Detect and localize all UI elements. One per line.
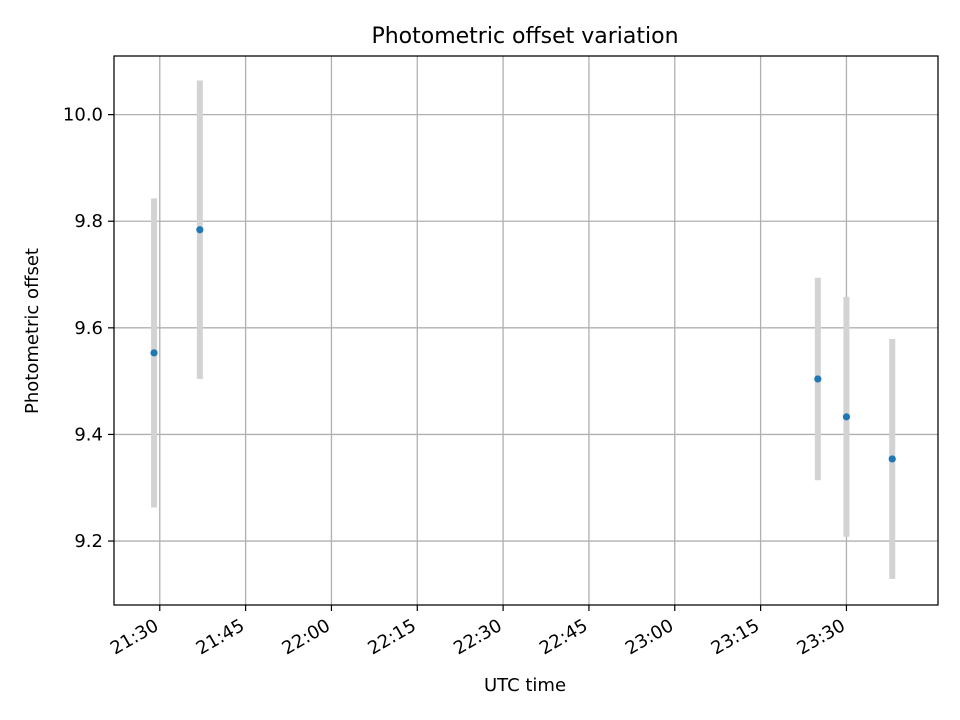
data-points [150,226,896,463]
y-tick-label: 9.6 [74,318,103,339]
y-tick-label: 9.2 [74,531,103,552]
data-point [150,349,158,357]
data-point [814,375,822,383]
chart-title: Photometric offset variation [371,24,678,49]
y-axis-ticks: 9.2 9.4 9.6 9.8 10.0 [63,105,114,552]
y-tick-label: 9.8 [74,211,103,232]
x-axis-label: UTC time [484,675,566,696]
y-tick-label: 9.4 [74,424,103,445]
data-point [196,226,204,234]
data-point [842,413,851,421]
data-point [888,455,896,463]
y-tick-label: 10.0 [63,105,103,126]
y-axis-label: Photometric offset [22,248,43,414]
plot-frame [113,55,939,606]
grid [114,56,938,605]
